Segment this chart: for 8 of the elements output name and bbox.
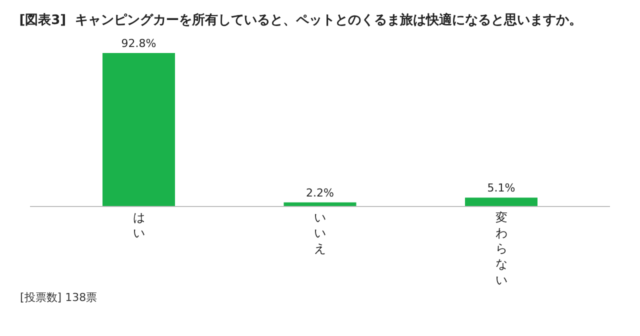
x-tick-label: 変わらない: [495, 210, 508, 287]
x-tick-label: はい: [132, 210, 145, 240]
text: [投票数] 138票: [20, 291, 98, 304]
data-label: 2.2%: [306, 186, 334, 200]
data-label: 5.1%: [487, 182, 516, 195]
chart-title: [図表3] キャンピングカーを所有していると、ペットとのくるま旅は快適になると思いますか。: [19, 12, 582, 28]
x-tick-label: いいえ: [314, 210, 326, 256]
data-label: 92.8%: [121, 37, 156, 50]
